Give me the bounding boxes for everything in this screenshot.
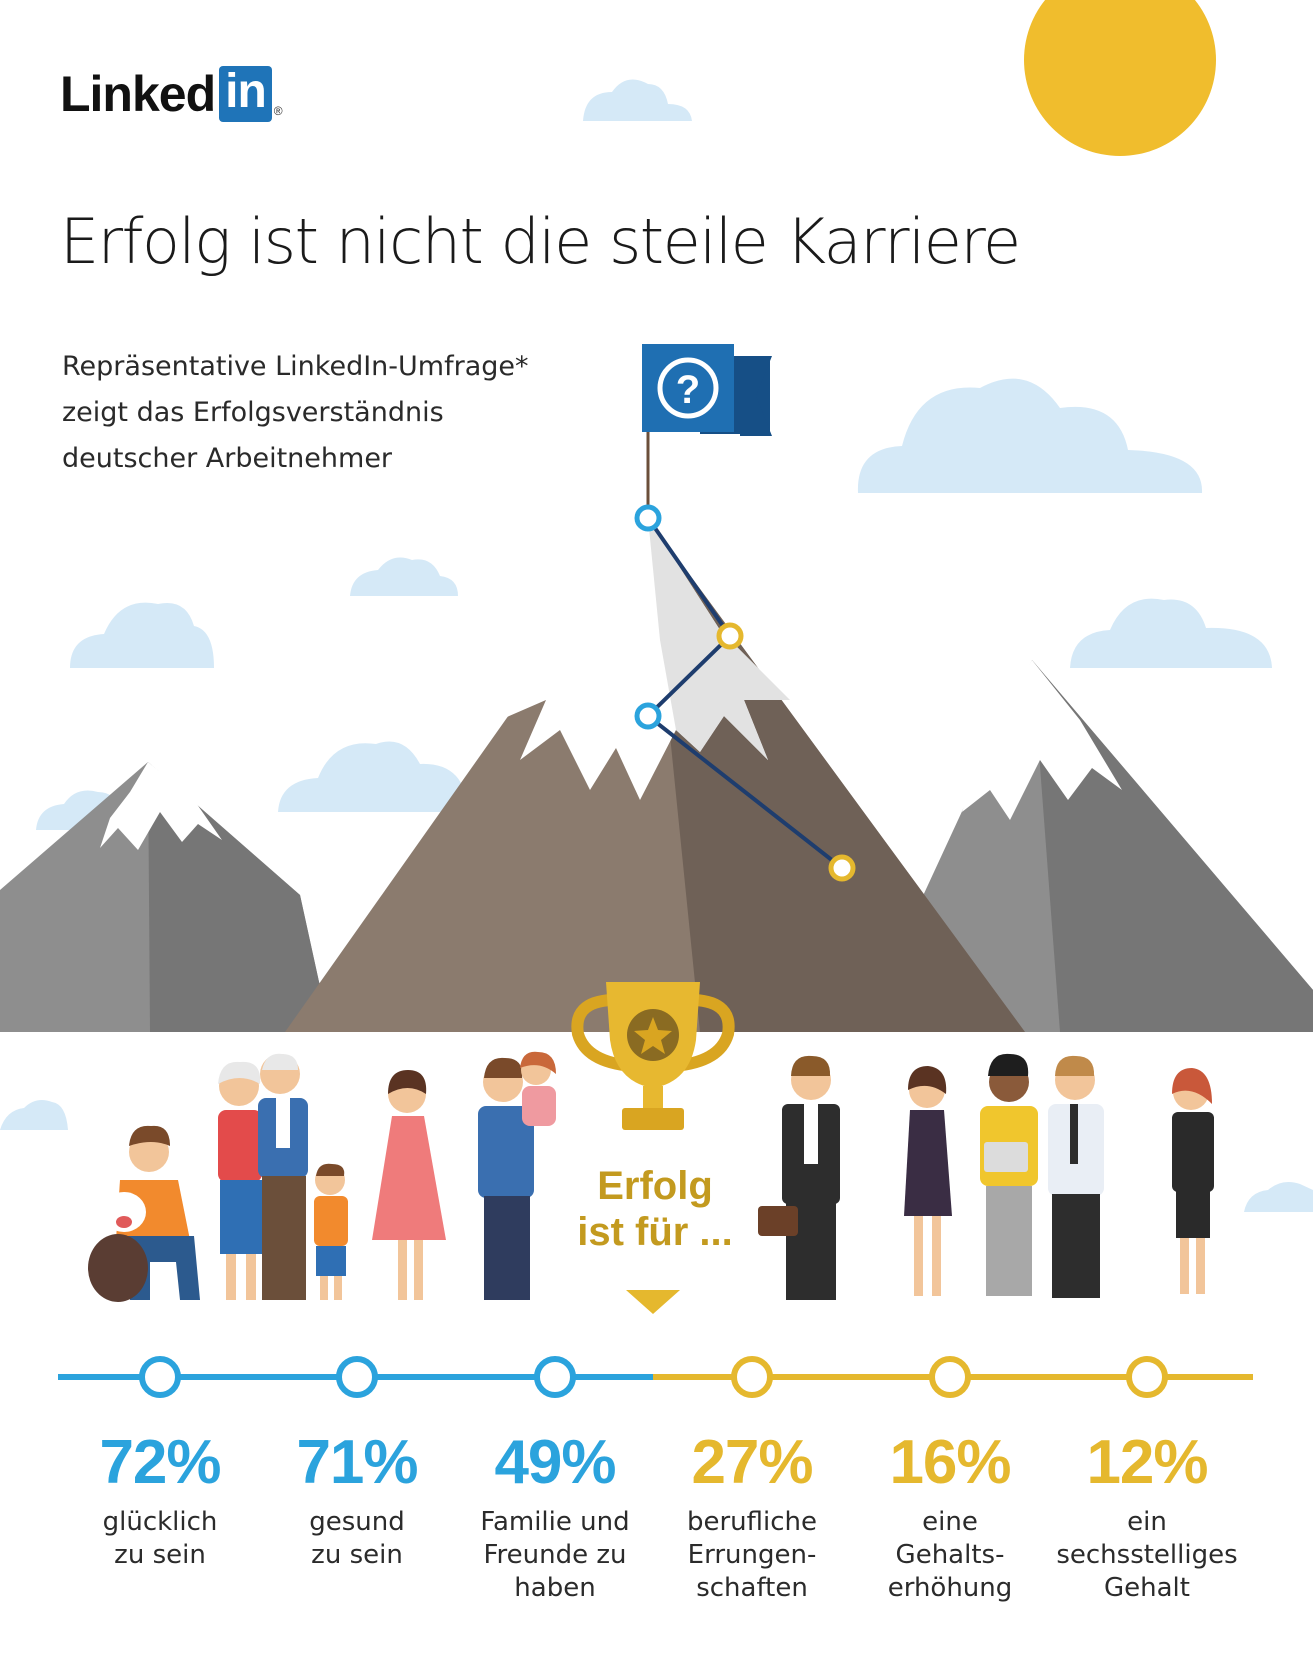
stat-block: 16% eine Gehalts-erhöhung <box>850 1428 1050 1605</box>
cloud-icon <box>857 378 1203 493</box>
logo-registered-mark: ® <box>273 104 283 118</box>
timeline-nodes <box>139 1356 1168 1398</box>
cloud-icon <box>278 741 468 812</box>
timeline-node <box>336 1356 378 1398</box>
stat-label-line: berufliche <box>686 1507 818 1537</box>
stat-label-line: Errungen- <box>687 1540 817 1570</box>
stat-block: 49% Familie und Freunde zu haben <box>455 1428 655 1605</box>
subtitle: Repräsentative LinkedIn-Umfrage* zeigt d… <box>62 344 532 482</box>
cloud-icon <box>583 79 692 121</box>
linkedin-logo: Linked in ® <box>60 66 283 122</box>
center-mountain <box>285 518 1025 1032</box>
stat-label-line: sechsstelliges <box>1056 1540 1238 1570</box>
stat-label: eine Gehalts-erhöhung <box>850 1506 1050 1605</box>
success-caption-line: Erfolg <box>597 1164 713 1208</box>
logo-word: Linked <box>60 66 216 122</box>
stat-label-line: zu sein <box>114 1540 206 1570</box>
stat-label-line: Freunde zu <box>483 1540 627 1570</box>
stat-label-line: gesund <box>309 1507 405 1537</box>
cloud-icon <box>0 1100 68 1130</box>
trophy-icon <box>571 982 735 1130</box>
arrow-down-icon <box>626 1290 680 1314</box>
stat-label: gesund zu sein <box>257 1506 457 1572</box>
timeline-node <box>1126 1356 1168 1398</box>
left-mountain <box>0 762 330 1032</box>
sun-icon <box>1024 0 1216 156</box>
cloud-icon <box>350 557 458 596</box>
stat-label: Familie und Freunde zu haben <box>455 1506 655 1605</box>
subtitle-line: Repräsentative LinkedIn-Umfrage* <box>62 351 529 382</box>
stat-block: 27% berufliche Errungen-schaften <box>652 1428 852 1605</box>
stat-block: 12% ein sechsstelliges Gehalt <box>1047 1428 1247 1605</box>
timeline-node <box>929 1356 971 1398</box>
success-caption-line: ist für ... <box>577 1210 733 1254</box>
flag-icon: ? <box>642 344 772 518</box>
logo-box: in <box>219 66 272 122</box>
stat-percentage: 12% <box>1086 1428 1208 1497</box>
timeline-node <box>731 1356 773 1398</box>
page-title: Erfolg ist nicht die steile Karriere <box>60 205 1021 278</box>
stat-label: berufliche Errungen-schaften <box>652 1506 852 1605</box>
stat-label-line: erhöhung <box>887 1573 1013 1603</box>
cloud-icon <box>1244 1182 1313 1212</box>
stat-percentage: 16% <box>889 1428 1011 1497</box>
stat-percentage: 71% <box>296 1428 418 1497</box>
stat-block: 72% glücklich zu sein <box>60 1428 260 1572</box>
stat-percentage: 49% <box>494 1428 616 1497</box>
right-mountain <box>860 660 1313 1032</box>
timeline-node <box>139 1356 181 1398</box>
timeline-node <box>534 1356 576 1398</box>
stat-label: ein sechsstelliges Gehalt <box>1047 1506 1247 1605</box>
stat-label-line: zu sein <box>311 1540 403 1570</box>
subtitle-line: deutscher Arbeitnehmer <box>62 443 393 474</box>
cloud-icon <box>70 602 214 668</box>
climb-path <box>634 504 856 882</box>
success-caption: Erfolg ist für ... <box>560 1163 750 1255</box>
cloud-icon <box>1070 598 1272 668</box>
stat-label-line: haben <box>514 1573 596 1603</box>
stat-label-line: Familie und <box>480 1507 630 1537</box>
stat-block: 71% gesund zu sein <box>257 1428 457 1572</box>
stat-percentage: 72% <box>99 1428 221 1497</box>
stat-label-line: Gehalts- <box>895 1540 1005 1570</box>
stat-percentage: 27% <box>691 1428 813 1497</box>
subtitle-line: zeigt das Erfolgsverständnis <box>62 397 444 428</box>
flag-question-mark: ? <box>676 368 700 412</box>
people-illustration <box>88 1051 1214 1302</box>
stat-label-line: ein <box>1127 1507 1167 1537</box>
stat-label-line: glücklich <box>102 1507 218 1537</box>
stat-label-line: eine <box>922 1507 978 1537</box>
stat-label: glücklich zu sein <box>60 1506 260 1572</box>
stat-label-line: Gehalt <box>1104 1573 1190 1603</box>
stat-label-line: schaften <box>696 1573 808 1603</box>
